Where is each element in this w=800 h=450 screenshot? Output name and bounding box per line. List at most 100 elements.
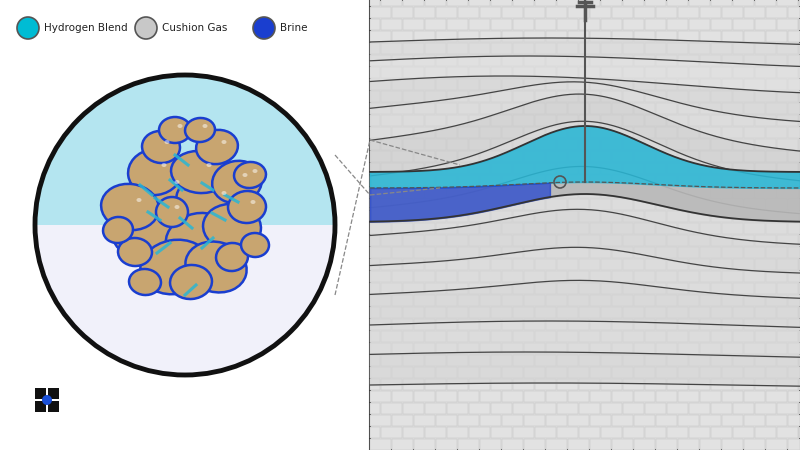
Bar [678, 367, 699, 378]
Bar [656, 199, 677, 210]
Bar [370, 91, 380, 102]
Bar [755, 235, 776, 246]
Bar [601, 427, 622, 438]
Bar [777, 139, 798, 150]
Bar [381, 379, 402, 390]
Bar [392, 7, 413, 18]
Bar [744, 295, 765, 306]
Bar [601, 43, 622, 54]
Bar [799, 139, 800, 150]
Bar [370, 235, 380, 246]
Bar [447, 187, 468, 198]
Bar [557, 283, 578, 294]
Bar [436, 79, 457, 90]
Bar [535, 355, 556, 366]
Bar [524, 367, 545, 378]
Bar [370, 0, 800, 450]
Bar [689, 259, 710, 270]
Bar [370, 199, 391, 210]
Bar [524, 7, 545, 18]
Bar [601, 331, 622, 342]
Bar [513, 331, 534, 342]
Bar [568, 295, 589, 306]
Ellipse shape [156, 197, 188, 227]
Bar [612, 7, 633, 18]
Bar [502, 175, 523, 186]
Bar [678, 415, 699, 426]
Bar [370, 115, 380, 126]
Bar [634, 343, 655, 354]
Bar [535, 379, 556, 390]
Bar [469, 163, 490, 174]
Bar [744, 127, 765, 138]
Bar [370, 427, 380, 438]
Bar [623, 67, 644, 78]
Bar [480, 439, 501, 450]
Ellipse shape [159, 117, 191, 143]
Bar [777, 187, 798, 198]
Ellipse shape [176, 174, 248, 230]
Bar [601, 379, 622, 390]
Bar [480, 55, 501, 66]
Bar [414, 391, 435, 402]
Bar [370, 55, 391, 66]
Bar [623, 427, 644, 438]
Bar [403, 307, 424, 318]
Bar [623, 0, 644, 6]
Bar [546, 271, 567, 282]
Bar [667, 427, 688, 438]
Bar [689, 307, 710, 318]
Bar [469, 0, 490, 6]
Bar [370, 19, 380, 30]
Bar [436, 199, 457, 210]
Bar [392, 319, 413, 330]
Bar [667, 307, 688, 318]
Bar [535, 187, 556, 198]
Bar [755, 19, 776, 30]
Bar [579, 115, 600, 126]
Bar [480, 31, 501, 42]
Bar [447, 379, 468, 390]
Bar [447, 91, 468, 102]
Bar [656, 343, 677, 354]
Bar [689, 139, 710, 150]
Bar [766, 247, 787, 258]
Bar [524, 271, 545, 282]
Bar [656, 319, 677, 330]
Bar [568, 79, 589, 90]
Bar [689, 91, 710, 102]
Bar [667, 43, 688, 54]
Bar [513, 403, 534, 414]
Bar [766, 319, 787, 330]
Bar [733, 187, 754, 198]
Bar [370, 319, 391, 330]
Bar [502, 7, 523, 18]
Bar [788, 367, 800, 378]
Bar [502, 271, 523, 282]
Bar [403, 403, 424, 414]
Bar [777, 307, 798, 318]
Bar [755, 43, 776, 54]
Bar [590, 151, 611, 162]
Bar [590, 7, 611, 18]
Bar [656, 103, 677, 114]
Bar [590, 343, 611, 354]
Bar [392, 79, 413, 90]
Bar [403, 91, 424, 102]
Bar [711, 163, 732, 174]
Bar [568, 127, 589, 138]
Bar [678, 199, 699, 210]
Bar [447, 403, 468, 414]
Bar [458, 367, 479, 378]
Bar [799, 43, 800, 54]
Bar [766, 127, 787, 138]
Ellipse shape [234, 162, 266, 188]
Bar [436, 343, 457, 354]
Ellipse shape [222, 140, 226, 144]
Bar [755, 307, 776, 318]
Bar [656, 367, 677, 378]
Bar [557, 115, 578, 126]
Bar [546, 415, 567, 426]
Bar [579, 307, 600, 318]
Bar [766, 223, 787, 234]
